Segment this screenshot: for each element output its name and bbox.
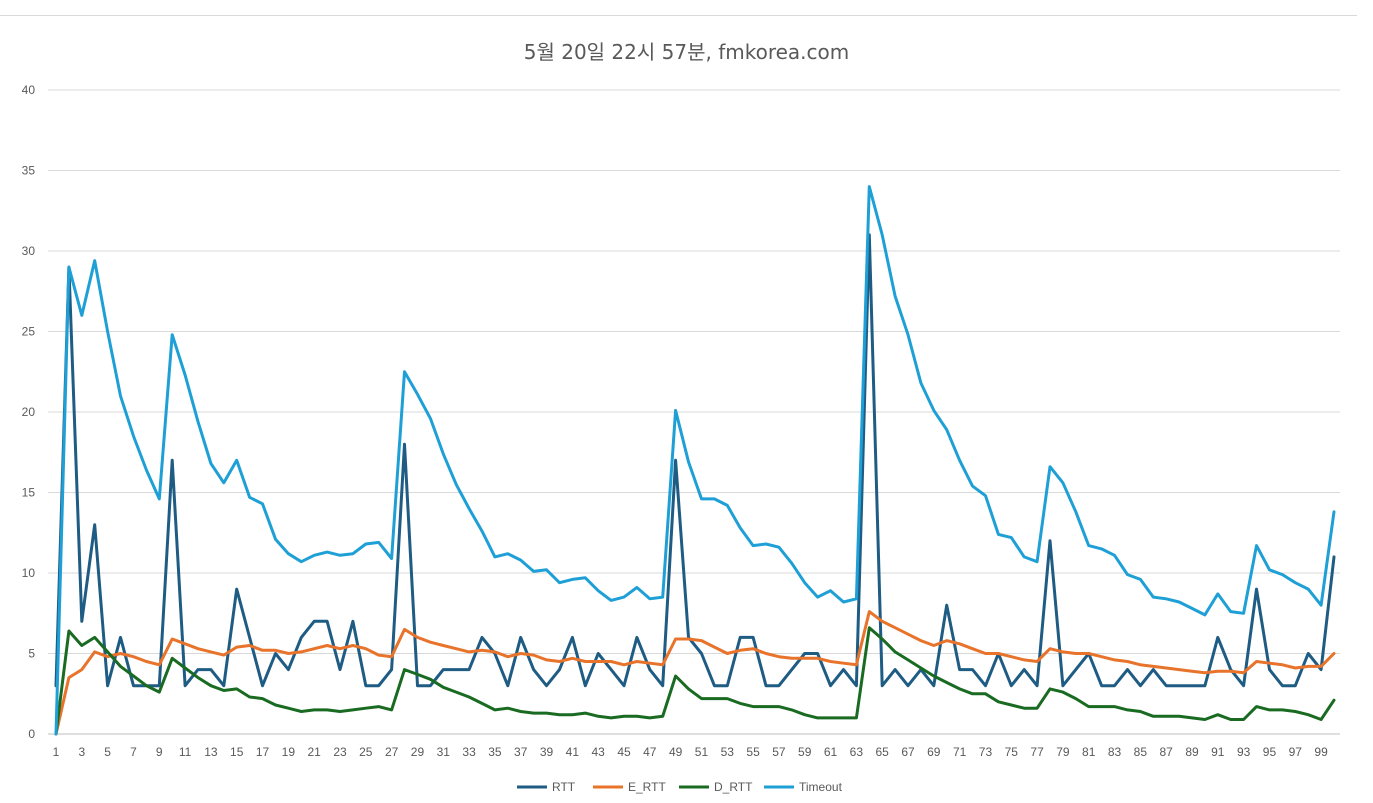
x-tick-label: 67 — [901, 745, 915, 759]
y-tick-label: 15 — [22, 486, 36, 500]
x-tick-label: 13 — [204, 745, 218, 759]
x-tick-label: 81 — [1082, 745, 1096, 759]
x-tick-label: 69 — [927, 745, 941, 759]
y-tick-label: 10 — [22, 566, 36, 580]
legend-label: RTT — [552, 780, 576, 794]
legend: RTT E_RTT D_RTT Timeout — [517, 780, 843, 794]
x-tick-label: 95 — [1263, 745, 1277, 759]
series-line-timeout — [54, 185, 1336, 736]
x-tick-label: 51 — [695, 745, 709, 759]
chart-title: 5월 20일 22시 57분, fmkorea.com — [523, 40, 850, 64]
x-tick-label: 75 — [1005, 745, 1019, 759]
x-tick-label: 11 — [179, 745, 192, 759]
legend-label: E_RTT — [628, 780, 666, 794]
x-tick-label: 91 — [1211, 745, 1225, 759]
x-tick-label: 25 — [359, 745, 373, 759]
x-tick-label: 61 — [824, 745, 838, 759]
x-tick-label: 87 — [1160, 745, 1174, 759]
legend-label: D_RTT — [714, 780, 753, 794]
x-tick-label: 57 — [772, 745, 786, 759]
x-tick-label: 85 — [1134, 745, 1148, 759]
x-tick-label: 15 — [230, 745, 244, 759]
x-tick-label: 23 — [333, 745, 347, 759]
x-tick-label: 33 — [462, 745, 476, 759]
x-tick-label: 29 — [411, 745, 425, 759]
y-tick-label: 40 — [22, 83, 36, 97]
x-tick-label: 41 — [566, 745, 580, 759]
x-tick-label: 9 — [156, 745, 163, 759]
x-tick-label: 7 — [130, 745, 137, 759]
x-tick-label: 93 — [1237, 745, 1251, 759]
x-tick-label: 77 — [1030, 745, 1044, 759]
y-tick-label: 25 — [22, 325, 36, 339]
x-tick-label: 21 — [308, 745, 322, 759]
x-tick-label: 5 — [104, 745, 111, 759]
x-tick-label: 47 — [643, 745, 657, 759]
y-tick-label: 20 — [22, 405, 36, 419]
series-line-e-rtt — [54, 610, 1336, 736]
series-line-d-rtt — [54, 626, 1336, 736]
y-tick-label: 30 — [22, 244, 36, 258]
x-tick-label: 71 — [953, 745, 967, 759]
x-tick-label: 73 — [979, 745, 993, 759]
x-tick-label: 27 — [385, 745, 399, 759]
series-lines — [54, 185, 1336, 736]
y-tick-label: 35 — [22, 164, 36, 178]
x-tick-label: 99 — [1314, 745, 1328, 759]
x-tick-label: 55 — [746, 745, 760, 759]
gridlines — [48, 89, 1340, 735]
series-line-rtt — [54, 233, 1336, 688]
y-axis-ticks: 0 5 10 15 20 25 30 35 40 — [22, 83, 36, 741]
x-tick-label: 31 — [437, 745, 451, 759]
x-tick-label: 83 — [1108, 745, 1122, 759]
x-tick-label: 19 — [282, 745, 296, 759]
legend-label: Timeout — [799, 780, 843, 794]
x-tick-label: 53 — [721, 745, 735, 759]
x-tick-label: 3 — [78, 745, 85, 759]
x-tick-label: 37 — [514, 745, 528, 759]
x-axis-ticks: 1 3 5 7 9 11 13 15 17 19 21 23 25 27 29 31 33 35 37 39 41 43 4… — [53, 745, 1328, 759]
x-tick-label: 1 — [53, 745, 60, 759]
x-tick-label: 89 — [1185, 745, 1199, 759]
x-tick-label: 49 — [669, 745, 683, 759]
y-tick-label: 0 — [28, 727, 35, 741]
x-tick-label: 97 — [1289, 745, 1303, 759]
x-tick-label: 17 — [256, 745, 270, 759]
x-tick-label: 43 — [592, 745, 606, 759]
x-tick-label: 79 — [1056, 745, 1070, 759]
x-tick-label: 63 — [850, 745, 864, 759]
x-tick-label: 39 — [540, 745, 554, 759]
y-tick-label: 5 — [28, 647, 35, 661]
x-tick-label: 59 — [798, 745, 812, 759]
top-border — [0, 15, 1357, 16]
x-tick-label: 35 — [488, 745, 502, 759]
x-tick-label: 65 — [876, 745, 890, 759]
x-tick-label: 45 — [617, 745, 631, 759]
